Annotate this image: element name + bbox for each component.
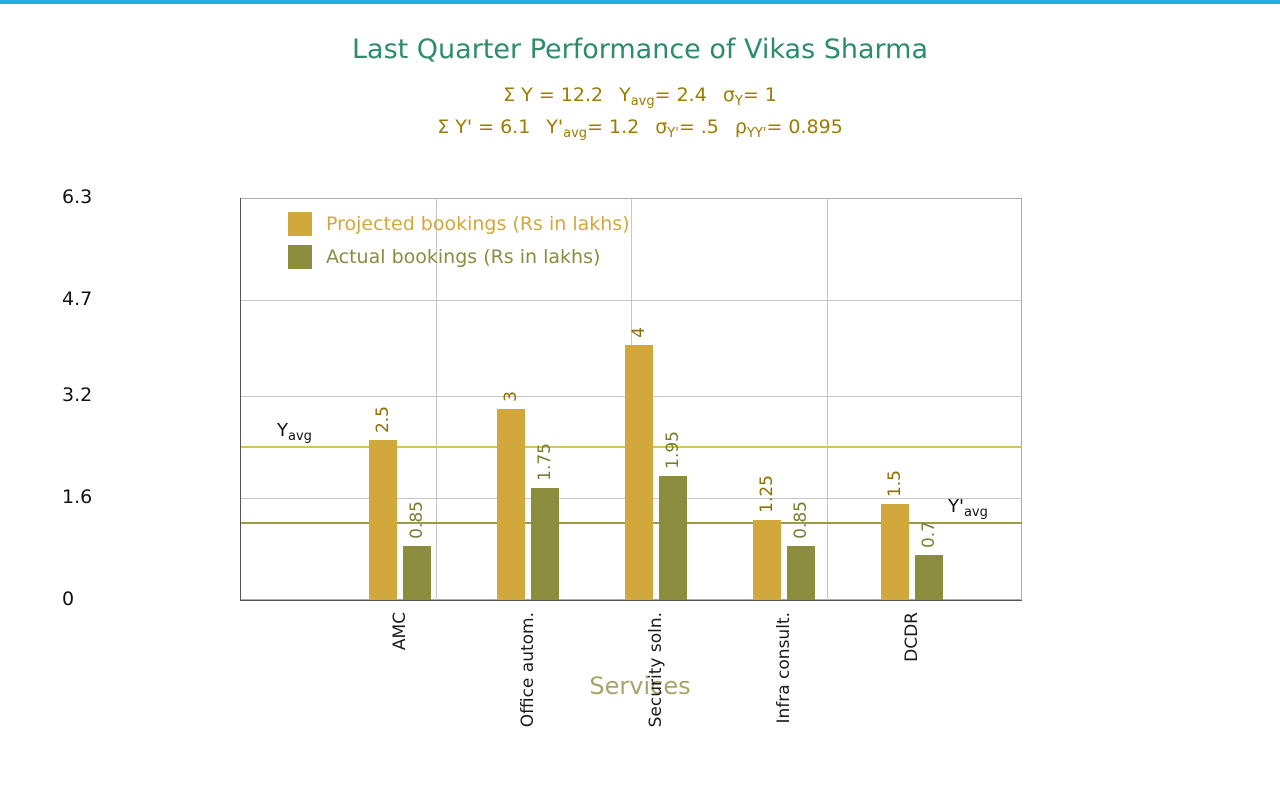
value-label-projected-dcdr: 1.5 — [885, 469, 905, 497]
y-tick-label: 6.3 — [62, 186, 93, 208]
stat-text: = 1.2 — [587, 116, 640, 138]
value-label-actual-office-autom: 1.75 — [535, 443, 555, 481]
value-label-actual-amc: 0.85 — [407, 501, 427, 539]
y-axis-line — [240, 198, 241, 600]
y-tick-label: 4.7 — [62, 288, 93, 310]
stat-text: = 0.895 — [766, 116, 843, 138]
value-label-projected-office-autom: 3 — [501, 391, 521, 402]
bar-projected-dcdr — [881, 504, 909, 600]
bar-actual-amc — [403, 546, 431, 600]
stat-subscript: avg — [563, 126, 588, 141]
category-label-amc: AMC — [390, 612, 410, 651]
reference-label-main: Y — [277, 420, 288, 441]
y-tick-label: 0 — [62, 588, 75, 610]
bar-actual-infra-consult — [787, 546, 815, 600]
y-tick-label: 3.2 — [62, 384, 93, 406]
value-label-projected-infra-consult: 1.25 — [757, 475, 777, 513]
reference-label-sub: avg — [288, 429, 312, 444]
category-label-infra-consult: Infra consult. — [774, 612, 794, 724]
value-label-actual-security-soln: 1.95 — [663, 431, 683, 469]
bar-projected-amc — [369, 440, 397, 600]
value-label-actual-dcdr: 0.7 — [919, 520, 939, 548]
legend-label-actual: Actual bookings (Rs in lakhs) — [326, 246, 601, 268]
y-tick-label: 1.6 — [62, 486, 93, 508]
stat-text: σ — [655, 116, 668, 138]
value-label-projected-security-soln: 4 — [629, 327, 649, 338]
bar-projected-office-autom — [497, 409, 525, 600]
legend-label-projected: Projected bookings (Rs in lakhs) — [326, 213, 630, 235]
legend-item-projected: Projected bookings (Rs in lakhs) — [288, 212, 630, 236]
stat-text: ρ — [734, 116, 747, 138]
stat-text: Σ Y = 12.2 — [503, 84, 604, 106]
stat-text: σ — [722, 84, 735, 106]
chart-title: Last Quarter Performance of Vikas Sharma — [351, 34, 928, 65]
bar-actual-security-soln — [659, 476, 687, 600]
category-label-security-soln: Security soln. — [646, 612, 666, 728]
legend-swatch-actual — [288, 245, 312, 269]
reference-label-y-prime-avg: Y'avg — [948, 496, 988, 520]
bar-actual-office-autom — [531, 488, 559, 600]
stat-subscript: Y — [734, 94, 743, 109]
top-accent-bar — [0, 0, 1280, 4]
stat-subscript: Y' — [667, 126, 679, 141]
x-axis-line — [240, 600, 1022, 601]
reference-label-y-avg: Yavg — [277, 420, 312, 444]
value-label-projected-amc: 2.5 — [373, 405, 393, 433]
reference-label-sub: avg — [963, 505, 988, 520]
stat-subscript: avg — [630, 94, 655, 109]
bar-projected-infra-consult — [753, 520, 781, 600]
category-label-office-autom: Office autom. — [518, 612, 538, 728]
stat-subscript: YY' — [746, 126, 767, 141]
stat-text: Y' — [546, 116, 564, 138]
stat-text: = 2.4 — [654, 84, 707, 106]
stat-text: = 1 — [742, 84, 777, 106]
stats-line-2: Σ Y' = 6.1 Y'avg= 1.2 σY'= .5 ρYY'= 0.895 — [0, 116, 1280, 141]
stat-text: Y — [619, 84, 631, 106]
legend-swatch-projected — [288, 212, 312, 236]
value-label-actual-infra-consult: 0.85 — [791, 501, 811, 539]
reference-label-main: Y' — [948, 496, 964, 517]
gridline-v — [827, 198, 828, 600]
stats-line-1: Σ Y = 12.2 Yavg= 2.4 σY= 1 — [0, 84, 1280, 109]
gridline-v — [436, 198, 437, 600]
chart-legend: Projected bookings (Rs in lakhs) Actual … — [288, 212, 630, 278]
stat-text: = .5 — [678, 116, 719, 138]
category-label-dcdr: DCDR — [902, 612, 922, 662]
stat-text: Σ Y' = 6.1 — [437, 116, 531, 138]
bar-actual-dcdr — [915, 555, 943, 600]
bar-projected-security-soln — [625, 345, 653, 600]
legend-item-actual: Actual bookings (Rs in lakhs) — [288, 245, 630, 269]
x-axis-title: Services — [589, 672, 691, 700]
